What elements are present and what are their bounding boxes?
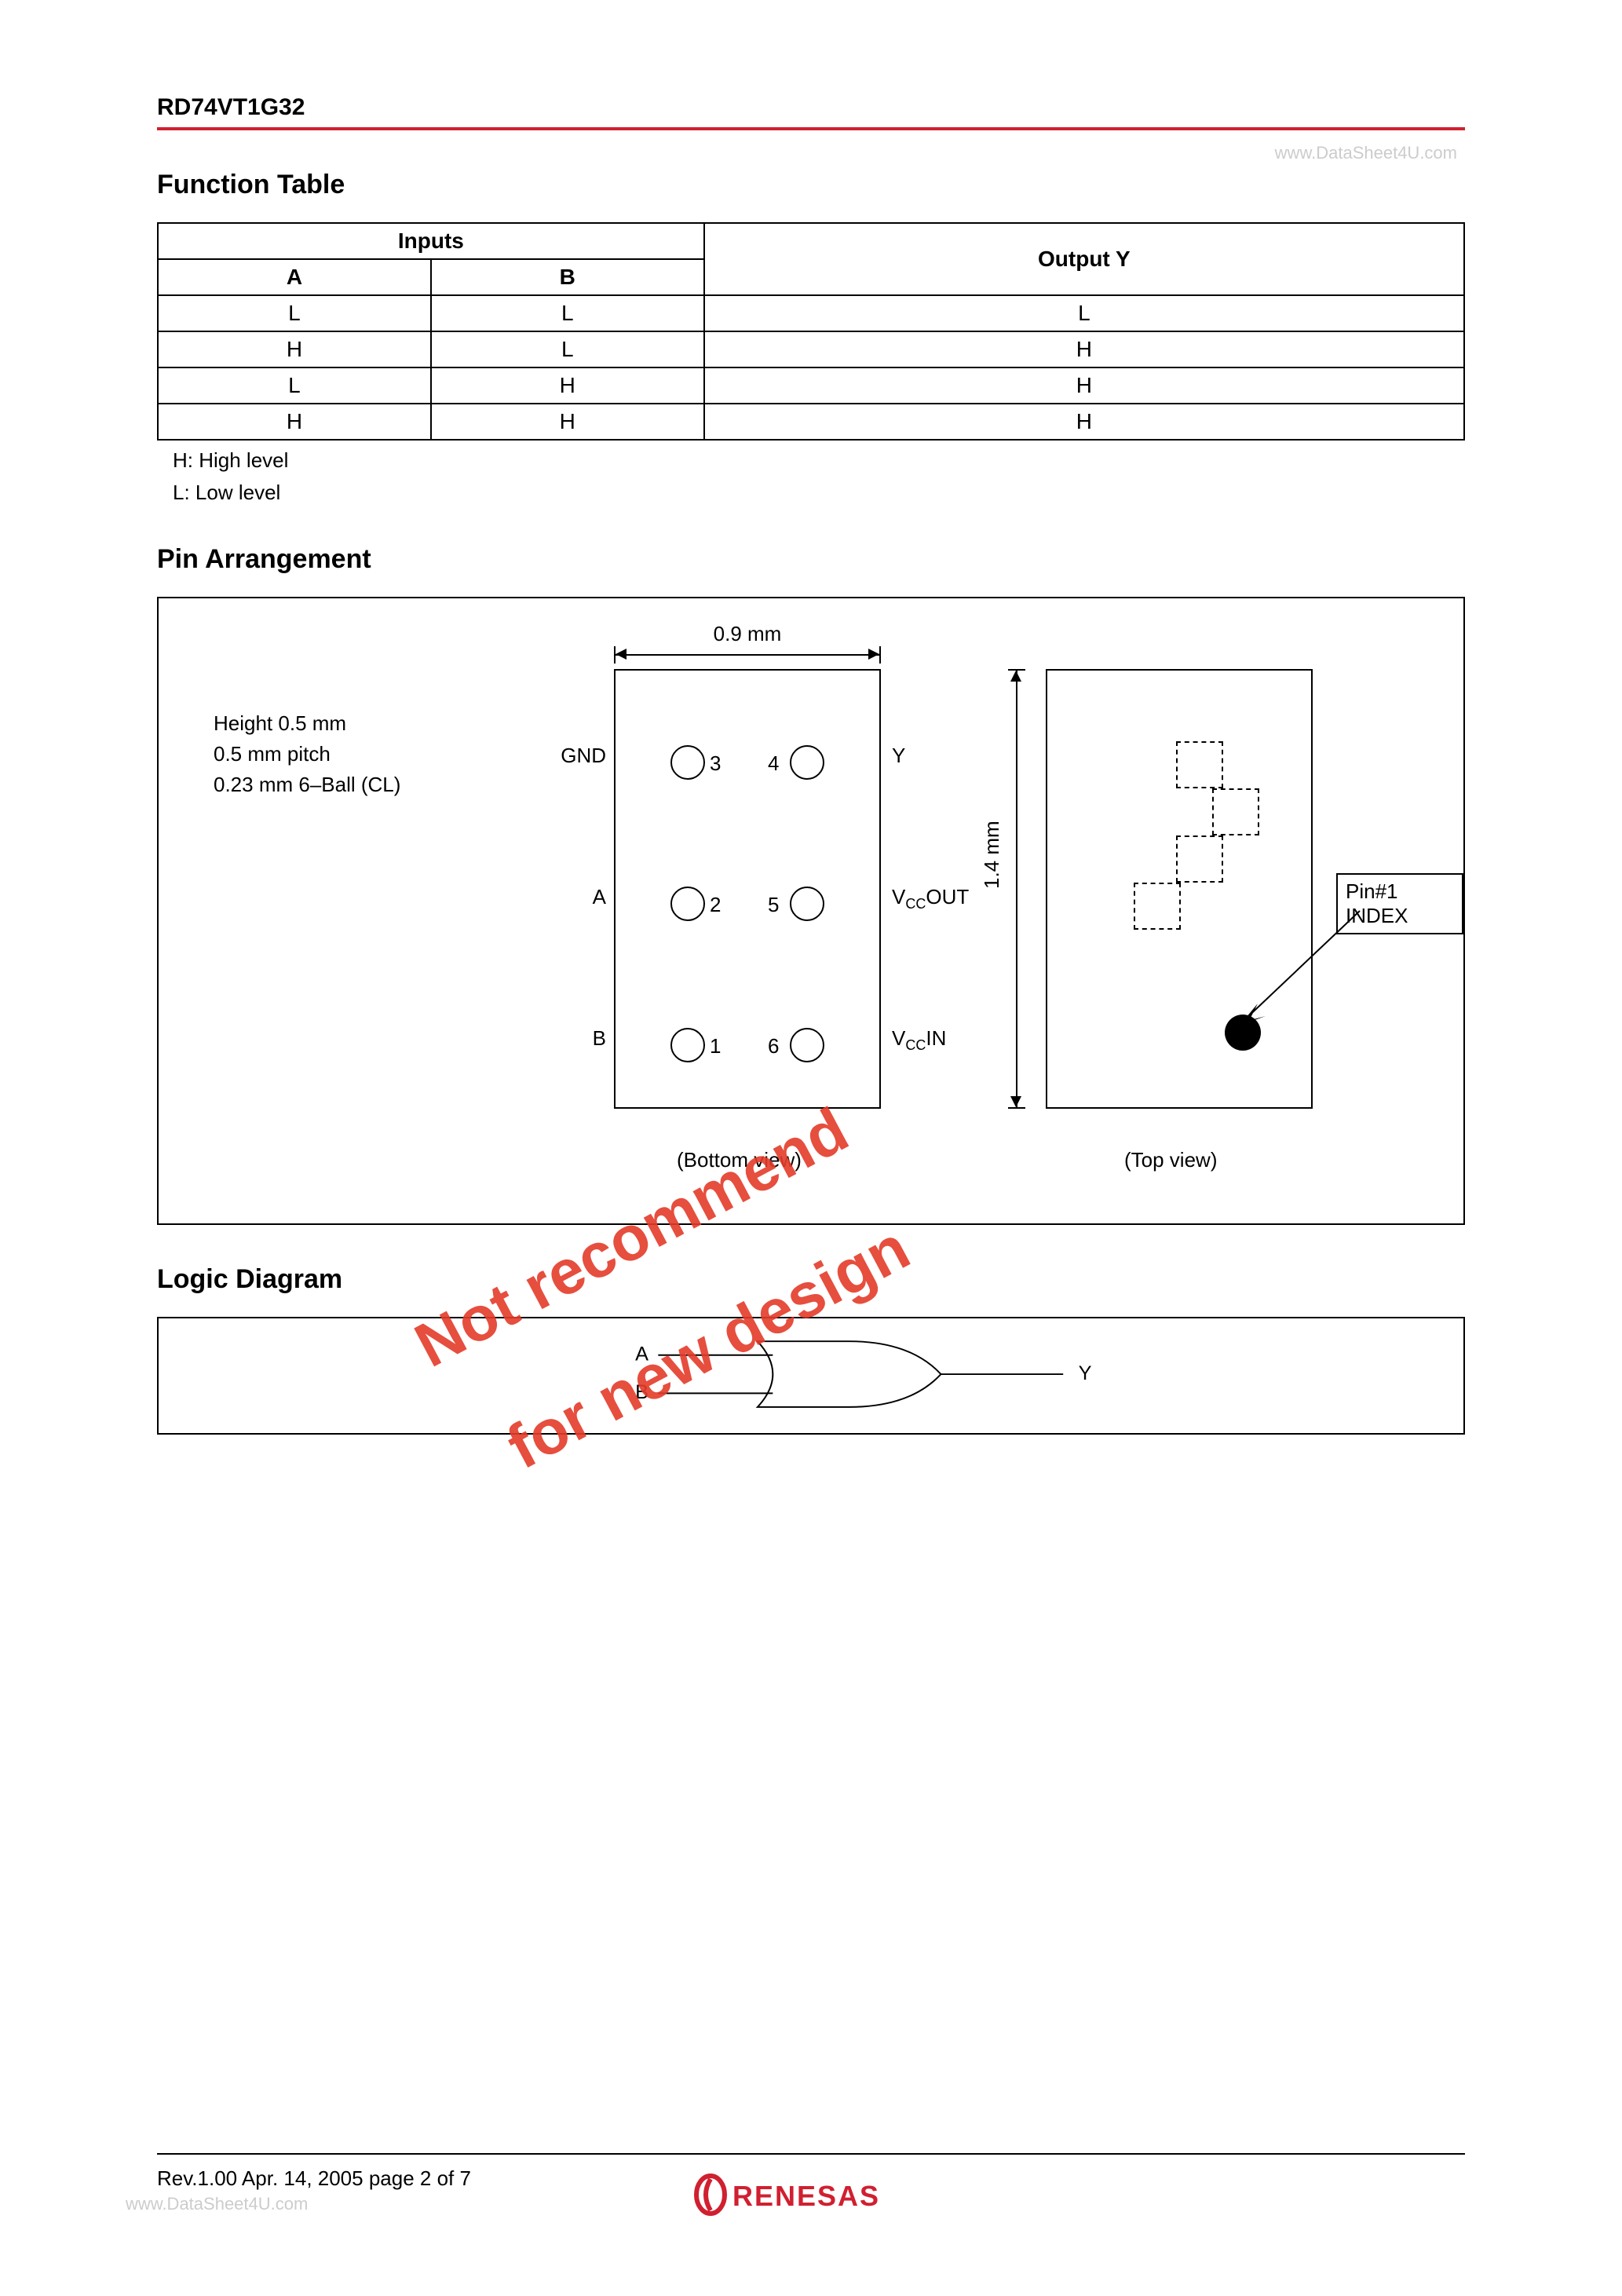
footer-rev-text: Rev.1.00 Apr. 14, 2005 page 2 of 7	[157, 2166, 471, 2191]
chip-top-view	[1046, 669, 1313, 1109]
height-dimension: 1.4 mm	[1005, 669, 1028, 1109]
logic-input-a: A	[635, 1344, 648, 1366]
dashed-pad	[1176, 835, 1223, 883]
table-row: H L H	[158, 331, 1464, 367]
footer-rule	[157, 2153, 1465, 2155]
ft-inputs-header: Inputs	[158, 223, 704, 259]
table-row: L H H	[158, 367, 1464, 404]
ft-col-b: B	[431, 259, 704, 295]
page: RD74VT1G32 www.DataSheet4U.com Function …	[0, 0, 1622, 2296]
table-row: L L L	[158, 295, 1464, 331]
ball-number: 4	[768, 751, 779, 776]
pin-label-b: B	[528, 1026, 606, 1051]
height-value: 1.4 mm	[980, 821, 1004, 889]
dashed-pad	[1176, 741, 1223, 788]
width-value: 0.9 mm	[614, 622, 881, 646]
spec-line: 0.5 mm pitch	[214, 739, 400, 770]
ball-number: 6	[768, 1034, 779, 1058]
dashed-pad	[1134, 883, 1181, 930]
logic-diagram-figure: A B Y	[157, 1317, 1465, 1435]
ft-col-output: Output Y	[704, 223, 1464, 295]
pin-label-gnd: GND	[528, 744, 606, 768]
footer-watermark: www.DataSheet4U.com	[126, 2194, 308, 2214]
ball	[790, 1028, 824, 1062]
function-table: Inputs Output Y A B L L L H L H L H H H …	[157, 222, 1465, 441]
dashed-pad	[1212, 788, 1259, 835]
function-table-title: Function Table	[157, 170, 1465, 200]
ft-note-h: H: High level	[173, 448, 1465, 473]
ball-number: 2	[710, 893, 721, 917]
logic-input-b: B	[635, 1381, 648, 1403]
chip-bottom-view: 3 4 2 5 1 6	[614, 669, 881, 1109]
part-number-header: RD74VT1G32	[157, 94, 1465, 130]
package-spec: Height 0.5 mm 0.5 mm pitch 0.23 mm 6–Bal…	[214, 708, 400, 800]
pin-arrangement-figure: 0.9 mm Height 0.5 mm 0.5 mm pitch 0.23 m…	[157, 597, 1465, 1225]
logic-diagram-title: Logic Diagram	[157, 1264, 1465, 1295]
logic-output-y: Y	[1079, 1362, 1092, 1384]
ball-number: 5	[768, 893, 779, 917]
bottom-view-label: (Bottom view)	[677, 1148, 802, 1172]
top-view-label: (Top view)	[1124, 1148, 1217, 1172]
or-gate-icon: A B Y	[159, 1318, 1463, 1433]
svg-text:RENESAS: RENESAS	[732, 2180, 880, 2212]
pin-arrangement-title: Pin Arrangement	[157, 544, 1465, 575]
ft-col-a: A	[158, 259, 431, 295]
table-row: H H H	[158, 404, 1464, 440]
ball	[670, 745, 705, 780]
spec-line: Height 0.5 mm	[214, 708, 400, 739]
ball	[670, 887, 705, 921]
pin-label-a: A	[528, 885, 606, 909]
ball-number: 1	[710, 1034, 721, 1058]
pin1-index-arrow-icon	[1211, 905, 1368, 1038]
ft-note-l: L: Low level	[173, 481, 1465, 505]
ball	[670, 1028, 705, 1062]
width-dimension: 0.9 mm	[614, 622, 881, 664]
ball	[790, 887, 824, 921]
watermark-top: www.DataSheet4U.com	[1275, 143, 1457, 163]
ball	[790, 745, 824, 780]
ball-number: 3	[710, 751, 721, 776]
spec-line: 0.23 mm 6–Ball (CL)	[214, 770, 400, 800]
renesas-logo: RENESAS	[693, 2173, 929, 2221]
